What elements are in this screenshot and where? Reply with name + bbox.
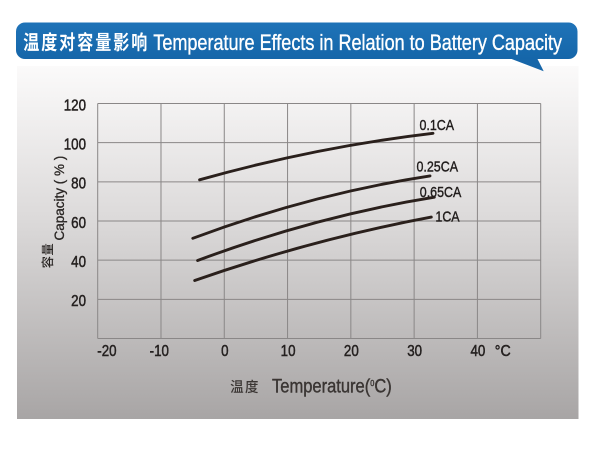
svg-text:60: 60: [71, 215, 86, 232]
svg-text:20: 20: [344, 343, 359, 360]
svg-text:0.25CA: 0.25CA: [417, 157, 459, 174]
svg-text:-20: -20: [97, 343, 116, 360]
svg-text:100: 100: [64, 137, 86, 154]
svg-text:Temperature(0C): Temperature(0C): [272, 375, 392, 396]
svg-text:0.65CA: 0.65CA: [420, 183, 462, 200]
svg-text:40: 40: [71, 254, 86, 271]
svg-text:30: 30: [407, 343, 422, 360]
svg-text:120: 120: [64, 97, 86, 114]
svg-text:-10: -10: [150, 343, 169, 360]
svg-text:Temperature Effects in Relatio: Temperature Effects in Relation to Batte…: [153, 31, 562, 55]
svg-text:80: 80: [71, 176, 86, 193]
svg-text:1CA: 1CA: [435, 207, 460, 224]
svg-text:40: 40: [470, 343, 485, 360]
svg-text:0: 0: [221, 343, 228, 360]
svg-text:0.1CA: 0.1CA: [420, 116, 455, 133]
svg-text:Capacity ( % ): Capacity ( % ): [52, 156, 67, 241]
svg-text:°C: °C: [495, 342, 511, 360]
svg-text:20: 20: [71, 293, 86, 310]
svg-text:10: 10: [281, 343, 296, 360]
